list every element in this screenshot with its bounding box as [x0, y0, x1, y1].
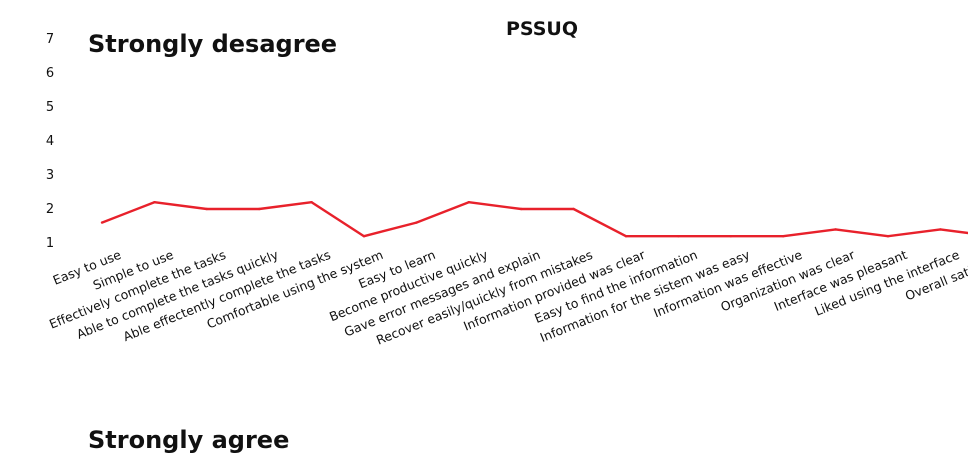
data-point: [415, 221, 418, 224]
data-point: [362, 235, 366, 238]
data-point: [572, 207, 575, 211]
y-tick-label: 5: [46, 100, 54, 115]
y-tick-label: 1: [46, 236, 54, 251]
data-point: [886, 235, 890, 238]
data-point: [467, 201, 470, 204]
y-axis-ticks: 1 2 3 4 5 6 7: [46, 32, 54, 251]
data-point: [520, 207, 523, 211]
y-tick-label: 7: [46, 32, 54, 47]
y-tick-label: 6: [46, 66, 54, 81]
data-point: [100, 221, 104, 224]
data-point: [624, 235, 628, 238]
series-line-group: [100, 200, 968, 238]
y-tick-label: 4: [46, 134, 54, 149]
y-tick-label: 2: [46, 202, 54, 217]
data-point: [677, 235, 680, 238]
data-point: [939, 228, 942, 231]
data-point: [258, 207, 261, 211]
series-line: [101, 200, 968, 238]
annotation-strongly-agree: Strongly agree: [88, 426, 289, 454]
data-point: [729, 235, 732, 238]
annotation-strongly-disagree: Strongly desagree: [88, 30, 337, 58]
data-point: [310, 201, 313, 204]
data-point: [153, 201, 156, 204]
data-point: [834, 228, 837, 231]
chart-title: PSSUQ: [506, 18, 578, 40]
y-tick-label: 3: [46, 168, 54, 183]
data-point: [205, 207, 208, 211]
data-point: [782, 235, 785, 238]
